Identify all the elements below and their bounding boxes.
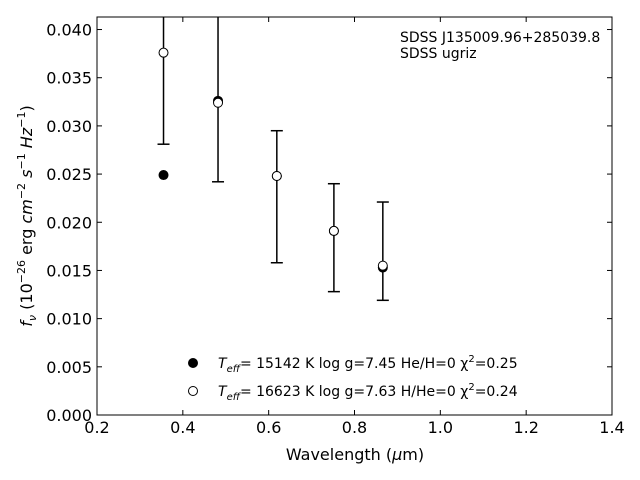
- y-tick-label: 0.035: [46, 69, 92, 88]
- x-tick-label: 0.6: [256, 418, 281, 437]
- point-filled: [158, 170, 169, 181]
- y-tick-label: 0.020: [46, 213, 92, 232]
- filter-set-annotation: SDSS ugriz: [400, 46, 477, 62]
- error-bars: [157, 17, 389, 302]
- x-tick-label: 0.2: [84, 418, 109, 437]
- x-tick-label: 1.0: [428, 418, 453, 437]
- y-tick-label: 0.010: [46, 310, 92, 329]
- point-open: [377, 260, 388, 271]
- legend-entry-filled: Teff= 15142 K log g=7.45 He/H=0 χ2=0.25: [218, 354, 518, 375]
- y-tick-label: 0.005: [46, 358, 92, 377]
- x-tick-label: 1.4: [599, 418, 624, 437]
- point-open: [328, 225, 339, 236]
- y-axis-ticks: 0.000 0.005 0.010 0.015 0.020 0.025 0.030 0.035…: [46, 21, 612, 425]
- y-tick-label: 0.015: [46, 261, 92, 280]
- legend-marker-filled: [188, 358, 198, 368]
- point-open: [158, 47, 169, 58]
- y-tick-label: 0.025: [46, 165, 92, 184]
- legend-marker-open: [188, 386, 198, 396]
- y-tick-label: 0.040: [46, 21, 92, 40]
- x-tick-label: 0.4: [170, 418, 195, 437]
- legend-entry-open: Teff= 16623 K log g=7.63 H/He=0 χ2=0.24: [218, 382, 518, 403]
- object-name-annotation: SDSS J135009.96+285039.8: [400, 30, 600, 46]
- y-tick-label: 0.030: [46, 117, 92, 136]
- x-axis-label: Wavelength (μm): [286, 445, 424, 464]
- legend: Teff= 15142 K log g=7.45 He/H=0 χ2=0.25 …: [188, 354, 518, 403]
- data-points: [158, 47, 388, 273]
- y-axis-label: fν (10−26 erg cm−2 s−1 Hz−1): [15, 105, 39, 326]
- x-axis-ticks: 0.2 0.4 0.6 0.8 1.0 1.2 1.4: [84, 17, 625, 437]
- point-open: [271, 171, 282, 182]
- x-tick-label: 0.8: [342, 418, 367, 437]
- y-tick-label: 0.000: [46, 406, 92, 425]
- x-tick-label: 1.2: [513, 418, 538, 437]
- point-open: [213, 97, 224, 108]
